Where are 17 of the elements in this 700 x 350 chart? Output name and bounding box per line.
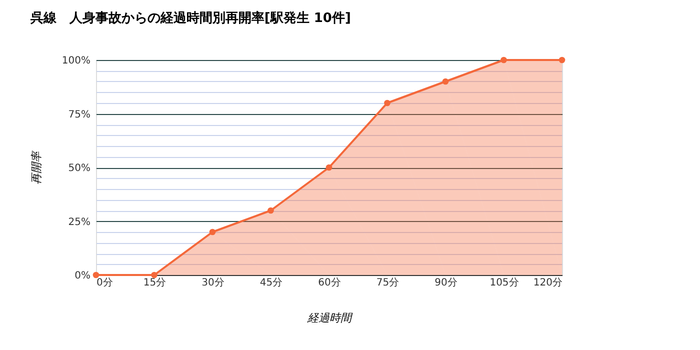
x-tick-label: 90分 [434,276,458,288]
y-tick-label: 50% [68,163,90,174]
y-tick-label: 0% [74,270,90,282]
x-tick-label: 0分 [96,276,113,288]
x-tick-label: 45分 [260,276,283,288]
x-tick-label: 60分 [318,276,341,288]
x-tick-label: 30分 [202,276,224,288]
x-axis-title: 経過時間 [306,312,354,324]
y-tick-label: 25% [68,216,90,228]
x-tick-label: 105分 [490,276,519,288]
y-axis-title: 再開率 [30,150,43,184]
x-tick-label: 15分 [143,276,166,288]
x-tick-label: 120分 [533,276,562,288]
chart-title: 呉線 人身事故からの経過時間別再開率[駅発生 10件] [29,10,351,26]
x-tick-label: 75分 [376,276,400,288]
y-tick-label: 100% [62,56,90,66]
y-tick-label: 75% [68,109,90,120]
